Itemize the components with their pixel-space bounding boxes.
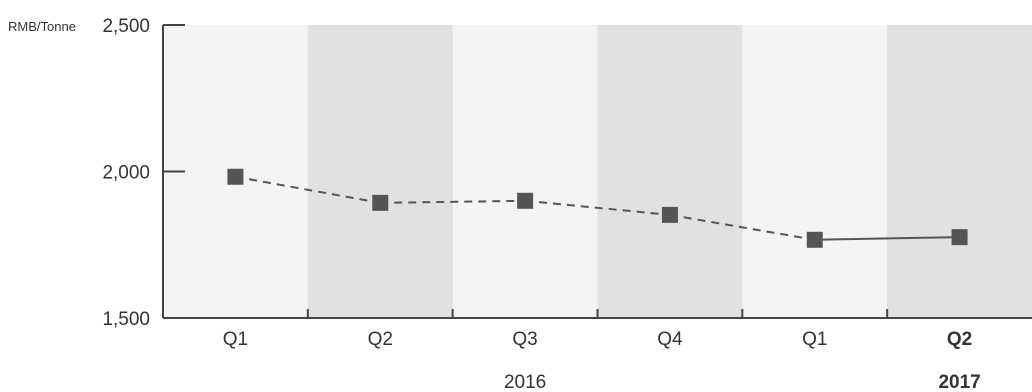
x-category-label: Q3 xyxy=(512,329,537,350)
column-band xyxy=(742,25,888,318)
x-axis: Q1 Q2 Q3 Q4 Q1 Q2 2016 2017 xyxy=(163,309,1032,392)
column-bands xyxy=(163,25,1032,318)
data-point-marker xyxy=(517,192,534,209)
column-band xyxy=(452,25,598,318)
data-point-marker xyxy=(372,194,389,211)
y-axis-unit-label: RMB/Tonne xyxy=(8,19,76,34)
series-line-segment-solid xyxy=(814,236,960,241)
column-band xyxy=(597,25,743,318)
data-point-marker xyxy=(806,231,823,248)
data-point-marker xyxy=(227,168,244,185)
series-lines xyxy=(235,175,960,241)
x-year-label: 2017 xyxy=(938,372,980,392)
series-line-segment-dashed xyxy=(669,213,815,241)
data-point-marker xyxy=(661,206,678,223)
y-axis: 1,500 2,000 2,500 xyxy=(102,16,185,330)
x-year-label: 2016 xyxy=(504,372,546,392)
column-band xyxy=(307,25,454,318)
series-line-segment-dashed xyxy=(235,175,381,204)
x-category-label: Q1 xyxy=(802,329,827,350)
series-line-segment-dashed xyxy=(524,199,671,216)
x-category-label: Q4 xyxy=(657,329,683,350)
y-tick-label: 1,500 xyxy=(102,309,150,330)
data-point-marker xyxy=(951,229,968,246)
series-markers xyxy=(227,168,968,248)
series-line-segment-dashed xyxy=(380,199,526,204)
x-category-label: Q2 xyxy=(947,329,972,350)
y-tick-label: 2,000 xyxy=(102,163,150,184)
x-category-label: Q2 xyxy=(368,329,393,350)
y-tick-label: 2,500 xyxy=(102,16,150,37)
x-category-label: Q1 xyxy=(223,329,248,350)
column-band xyxy=(887,25,1032,318)
